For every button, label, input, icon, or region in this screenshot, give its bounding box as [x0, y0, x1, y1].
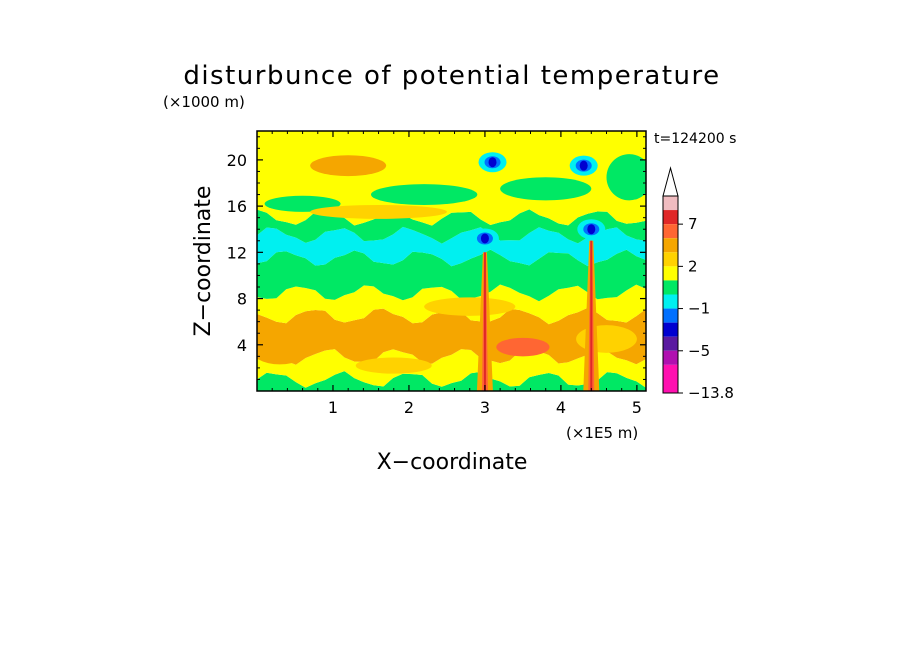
contour-patch [310, 155, 387, 177]
colorbar-tick-label: −1 [688, 300, 710, 318]
colorbar-segment [663, 196, 678, 211]
time-label: t=124200 s [654, 131, 736, 147]
chart-title: disturbunce of potential temperature [183, 61, 720, 91]
contour-band [257, 307, 646, 365]
colorbar-frame [662, 195, 679, 394]
colorbar-segment [663, 210, 678, 225]
colorbar-tick-label: 7 [688, 215, 698, 233]
contour-band [257, 209, 646, 244]
cold-core [579, 160, 588, 171]
colorbar-segment [663, 280, 678, 295]
colorbar-segment [663, 336, 678, 351]
colorbar-segment [663, 252, 678, 267]
colorbar-tick-label: −5 [688, 342, 710, 360]
colorbar-tick-label: 2 [688, 257, 698, 275]
contour-band [257, 371, 646, 391]
contour-patch [310, 204, 447, 219]
x-tick-label: 5 [632, 398, 642, 417]
x-axis-ticks: 1 2 3 4 5 [271, 131, 642, 417]
y-tick-label: 12 [227, 243, 247, 262]
contour-patch [496, 337, 550, 357]
colorbar-segment [663, 266, 678, 281]
y-axis-unit: (×1000 m) [163, 93, 245, 111]
contour-patch [257, 329, 311, 365]
y-tick-label: 16 [227, 197, 247, 216]
contour-patch [606, 154, 646, 201]
cold-core [480, 233, 489, 244]
colorbar-tick-label: −13.8 [688, 384, 734, 402]
x-axis-unit: (×1E5 m) [566, 424, 638, 442]
colorbar-segment [663, 224, 678, 239]
y-axis-label: Z−coordinate [191, 186, 216, 337]
contour-band [257, 131, 646, 226]
colorbar-segment [663, 294, 678, 309]
contour-band [257, 348, 646, 388]
y-tick-label: 4 [237, 336, 247, 355]
colorbar-segment [663, 238, 678, 253]
colorbar: 7 2 −1 −5 −13.8 [662, 166, 734, 402]
colorbar-arrow [662, 166, 679, 197]
contour-patch [500, 177, 592, 201]
colorbar-segment [663, 322, 678, 337]
plume-line [483, 252, 486, 391]
y-tick-label: 8 [237, 290, 247, 309]
plot-frame [256, 130, 647, 392]
contour-field [257, 131, 646, 391]
plot-area [257, 131, 646, 391]
colorbar-segment [663, 308, 678, 323]
y-axis-ticks: 4 8 12 16 20 [227, 136, 646, 380]
x-tick-label: 3 [480, 398, 490, 417]
contour-patch [370, 184, 478, 205]
x-tick-label: 1 [328, 398, 338, 417]
contour-patch [424, 297, 516, 316]
y-tick-label: 20 [227, 151, 247, 170]
contour-patch [264, 195, 341, 212]
contour-band [257, 249, 646, 302]
x-tick-label: 2 [404, 398, 414, 417]
contour-patch [355, 357, 432, 374]
cold-core [488, 157, 497, 168]
colorbar-segment [663, 364, 678, 393]
x-tick-label: 4 [556, 398, 566, 417]
plume-line [590, 240, 593, 391]
x-axis-label: X−coordinate [377, 450, 528, 475]
contour-band [257, 226, 646, 267]
colorbar-segment [663, 350, 678, 365]
cold-core [587, 224, 596, 235]
